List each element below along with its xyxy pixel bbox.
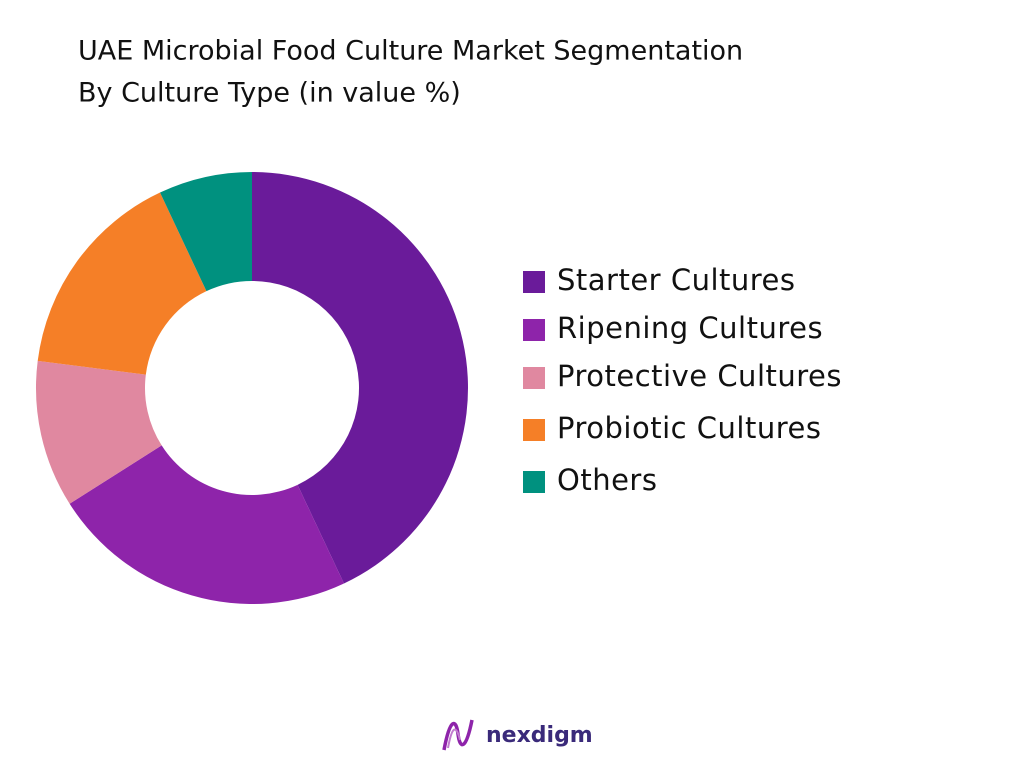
logo-icon	[442, 719, 474, 751]
legend-swatch	[523, 367, 545, 389]
legend-swatch	[523, 271, 545, 293]
legend-label: Starter Cultures	[557, 263, 796, 297]
donut-slice	[252, 172, 468, 584]
legend-label: Protective Cultures	[557, 359, 842, 393]
donut-slice	[37, 192, 207, 375]
legend-label: Others	[557, 463, 657, 497]
legend-label: Probiotic Cultures	[557, 411, 821, 445]
chart-title: UAE Microbial Food Culture Market Segmen…	[78, 36, 743, 67]
legend-label: Ripening Cultures	[557, 311, 823, 345]
legend-swatch	[523, 471, 545, 493]
legend-swatch	[523, 319, 545, 341]
logo-text: nexdigm	[486, 723, 593, 748]
donut-slice	[35, 360, 162, 504]
chart-subtitle: By Culture Type (in value %)	[78, 78, 461, 109]
donut-slice	[160, 172, 252, 292]
donut-slice	[69, 445, 344, 604]
legend-swatch	[523, 419, 545, 441]
